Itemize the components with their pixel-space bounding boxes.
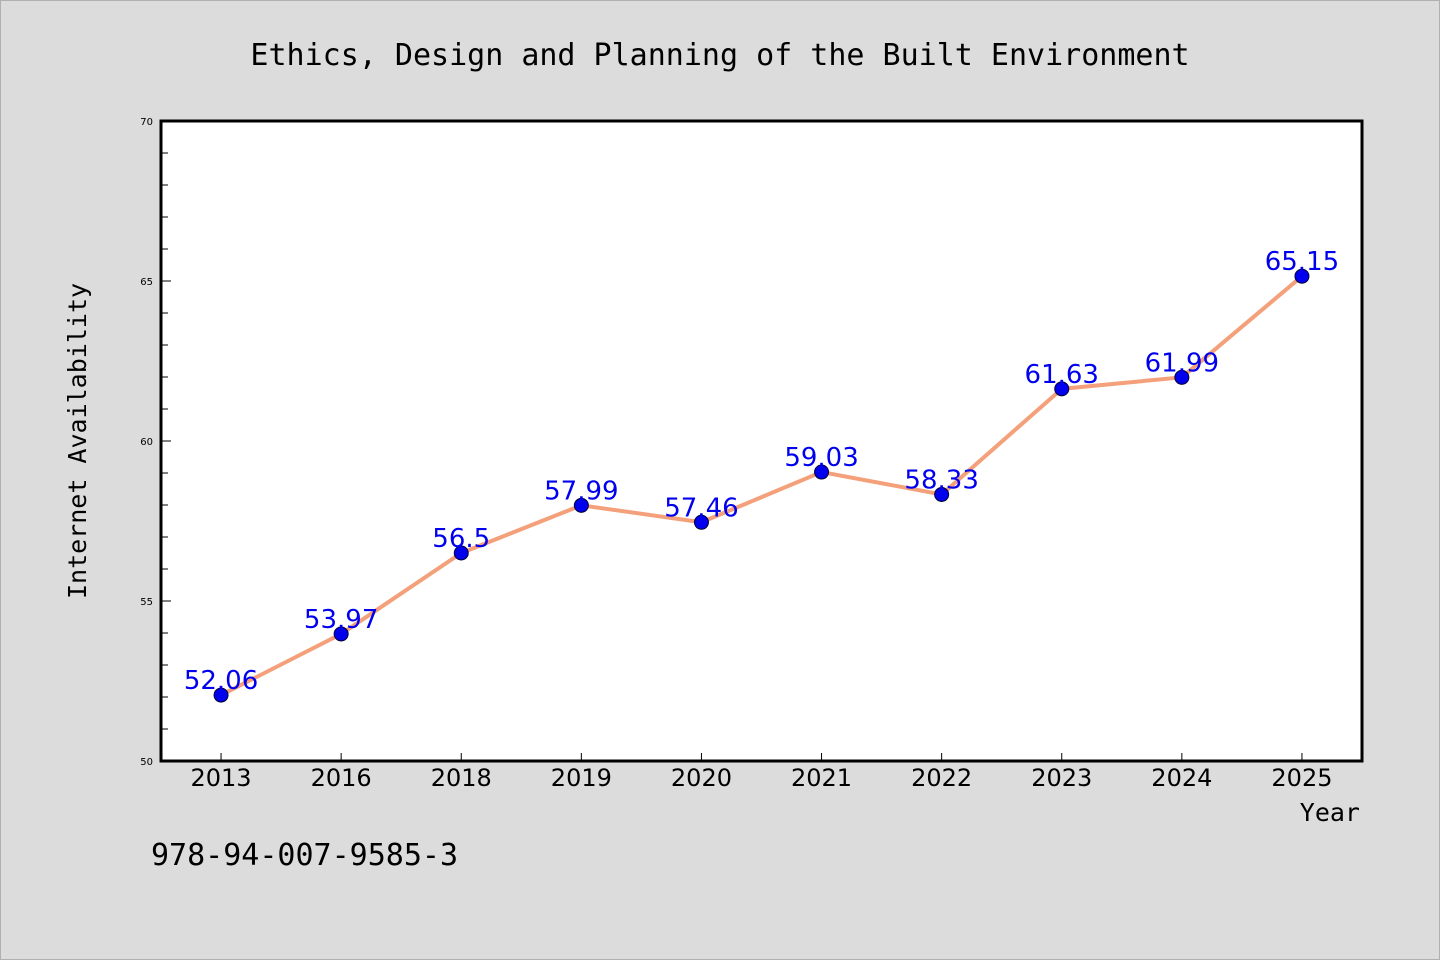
data-label: 58.33: [904, 465, 978, 495]
data-point: [1294, 268, 1310, 284]
chart-title: Ethics, Design and Planning of the Built…: [250, 38, 1189, 73]
x-tick-label: 2018: [431, 764, 492, 792]
data-label: 59.03: [784, 443, 858, 473]
y-tick-label: 70: [140, 117, 153, 128]
data-label: 61.63: [1025, 360, 1099, 390]
y-axis-title: Internet Availability: [63, 283, 92, 599]
data-label: 53.97: [304, 605, 378, 635]
x-tick-label: 2016: [311, 764, 372, 792]
y-tick-label: 65: [140, 277, 153, 288]
data-label: 56.5: [432, 524, 490, 554]
data-label: 52.06: [184, 666, 258, 696]
x-axis: 2013 2016 2018 2019 2020 2021 2022 2023 2024 2025: [191, 753, 1332, 792]
y-tick-label: 55: [140, 597, 153, 608]
data-label: 57.99: [544, 476, 618, 506]
x-tick-label: 2021: [791, 764, 852, 792]
data-labels: 52.06 53.97 56.5 57.99 57.46 59.03 58.33 61.63 6…: [184, 247, 1339, 696]
x-tick-label: 2020: [671, 764, 732, 792]
x-axis-title: Year: [1300, 798, 1360, 827]
data-label: 65.15: [1265, 247, 1339, 277]
x-tick-label: 2023: [1031, 764, 1092, 792]
x-tick-label: 2022: [911, 764, 972, 792]
data-point: [333, 626, 349, 642]
data-point: [814, 464, 830, 480]
x-tick-label: 2025: [1271, 764, 1332, 792]
data-point: [453, 545, 469, 561]
y-tick-label: 50: [140, 757, 153, 768]
y-axis: 50 55 60 65 70: [140, 117, 171, 768]
data-point: [573, 497, 589, 513]
data-label: 57.46: [664, 493, 738, 523]
data-label: 61.99: [1145, 348, 1219, 378]
series-markers: [213, 268, 1310, 703]
data-point: [693, 514, 709, 530]
x-tick-label: 2019: [551, 764, 612, 792]
data-point: [934, 486, 950, 502]
series-line: [220, 274, 1304, 697]
x-tick-label: 2013: [191, 764, 252, 792]
plot-area: [159, 119, 1364, 763]
data-point: [1054, 381, 1070, 397]
y-tick-label: 60: [140, 437, 153, 448]
data-point: [1174, 369, 1190, 385]
data-point: [213, 687, 229, 703]
isbn-annotation: 978-94-007-9585-3: [151, 838, 458, 873]
x-tick-label: 2024: [1151, 764, 1212, 792]
